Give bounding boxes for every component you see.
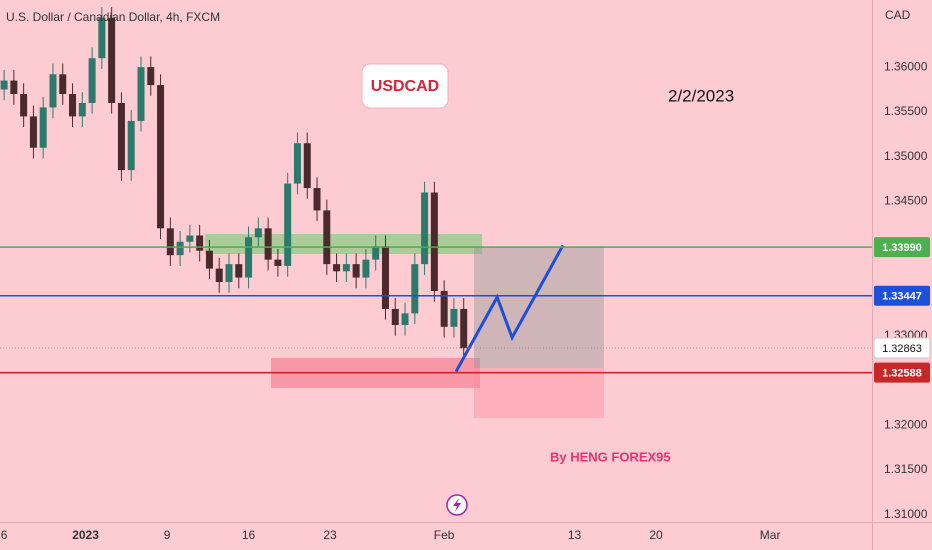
chart-title: U.S. Dollar / Canadian Dollar, 4h, FXCM: [6, 10, 220, 24]
y-tick-label: 1.31500: [884, 462, 928, 476]
candle-body: [313, 188, 321, 211]
candle-body: [157, 85, 165, 229]
x-tick-label: 16: [242, 528, 256, 542]
y-tick-label: 1.35500: [884, 104, 928, 118]
last-price-label: 1.32863: [882, 343, 922, 355]
y-tick-label: 1.32000: [884, 417, 928, 431]
candle-body: [39, 107, 47, 148]
x-tick-label: 13: [568, 528, 582, 542]
candle-body: [20, 94, 28, 117]
candle-body: [460, 308, 468, 349]
candle-body: [49, 74, 57, 108]
candle-body: [147, 67, 155, 86]
author-label: By HENG FOREX95: [550, 449, 671, 464]
level-tag: [874, 285, 930, 306]
x-tick-label: 9: [164, 528, 171, 542]
x-tick-label: 23: [323, 528, 337, 542]
candle-body: [293, 143, 301, 184]
y-tick-label: 1.31000: [884, 507, 928, 521]
candle-body: [411, 264, 419, 314]
candle-body: [225, 264, 233, 283]
y-tick-label: 1.36000: [884, 59, 928, 73]
candle-body: [352, 264, 360, 278]
candle-body: [117, 102, 125, 171]
candle-body: [196, 235, 204, 251]
y-tick-label: 1.34500: [884, 194, 928, 208]
x-tick-label: 20: [649, 528, 663, 542]
currency-label: CAD: [885, 8, 911, 22]
candle-body: [108, 17, 116, 103]
symbol-label: USDCAD: [371, 78, 439, 95]
candle-body: [303, 143, 311, 189]
candle-body: [186, 235, 194, 242]
x-tick-label: 2023: [72, 528, 99, 542]
level-tag-label: 1.32588: [882, 368, 922, 380]
x-tick-label: 6: [1, 528, 8, 542]
zone: [473, 367, 604, 418]
candle-body: [333, 264, 341, 272]
x-tick-label: Feb: [434, 528, 455, 542]
candle-body: [391, 308, 399, 326]
candle-body: [29, 116, 37, 148]
date-label: 2/2/2023: [668, 86, 734, 105]
candle-body: [59, 74, 67, 95]
candle-body: [235, 264, 243, 278]
symbol-box: [361, 63, 449, 109]
level-tag: [874, 237, 930, 258]
candle-body: [88, 58, 96, 103]
candle-body: [98, 17, 106, 59]
lightning-icon[interactable]: [446, 494, 468, 516]
candle-body: [362, 259, 370, 278]
candle-body: [284, 183, 292, 266]
candle-body: [78, 102, 86, 117]
candle-body: [381, 246, 389, 309]
candle-body: [166, 228, 174, 256]
candle-body: [430, 192, 438, 291]
candle-body: [450, 308, 458, 327]
y-tick-label: 1.35000: [884, 149, 928, 163]
icon-bolt[interactable]: [453, 498, 461, 512]
candle-body: [401, 313, 409, 326]
last-price-tag: [873, 337, 931, 359]
level-tag-label: 1.33990: [882, 242, 922, 254]
candle-body: [372, 246, 380, 260]
candle-body: [245, 237, 253, 278]
zone: [473, 247, 604, 368]
x-tick-label: Mar: [760, 528, 781, 542]
candle-body: [264, 228, 272, 260]
zone: [205, 234, 483, 255]
projection-path: [454, 244, 565, 373]
candle-body: [10, 80, 18, 95]
candle-body: [274, 259, 282, 266]
level-tag: [874, 362, 930, 383]
candle-body: [323, 210, 331, 265]
candle-body: [69, 94, 77, 117]
candle-body: [127, 120, 135, 171]
level-tag-label: 1.33447: [882, 291, 922, 303]
candle-body: [421, 192, 429, 265]
candle-body: [440, 290, 448, 327]
candle-body: [215, 268, 223, 283]
candle-body: [137, 67, 145, 121]
candle-body: [254, 228, 262, 238]
candle-body: [0, 80, 8, 90]
candle-body: [205, 250, 213, 269]
candle-body: [176, 241, 184, 256]
candle-body: [342, 264, 350, 272]
